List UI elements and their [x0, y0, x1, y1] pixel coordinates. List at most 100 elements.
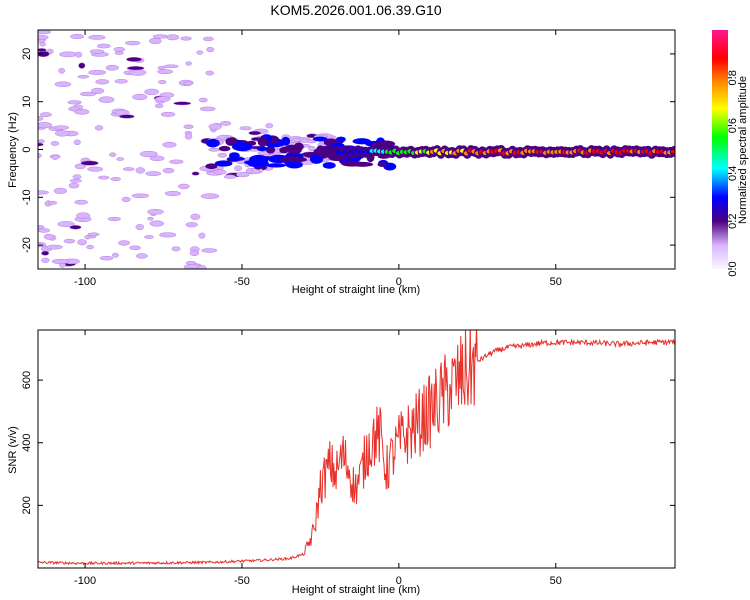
- noise-blob: [114, 51, 124, 55]
- noise-blob: [196, 50, 204, 55]
- noise-blob: [147, 209, 164, 215]
- noise-blob: [88, 69, 107, 75]
- noise-blob: [292, 137, 302, 142]
- noise-blob: [135, 167, 146, 174]
- noise-blob: [74, 109, 90, 115]
- y-tick-label: 400: [21, 434, 33, 452]
- noise-blob: [307, 145, 316, 151]
- noise-blob: [77, 74, 90, 79]
- noise-blob: [157, 66, 166, 70]
- transition-blob: [232, 142, 253, 152]
- noise-blob: [111, 252, 119, 258]
- transition-blob: [265, 163, 287, 168]
- noise-blob: [152, 34, 169, 39]
- transition-blob: [227, 156, 246, 161]
- noise-blob: [38, 116, 44, 121]
- noise-blob: [200, 193, 220, 199]
- noise-blob: [131, 193, 150, 198]
- noise-blob: [68, 182, 80, 189]
- transition-blob: [336, 136, 346, 143]
- colorbar-label: Normalized spectral amplitude: [737, 76, 749, 224]
- snr-marks: [38, 330, 675, 566]
- noise-blob: [53, 187, 68, 194]
- noise-blob: [164, 191, 181, 196]
- transition-blob: [265, 145, 276, 154]
- x-tick-label: 0: [396, 276, 402, 288]
- x-tick-label: 0: [396, 575, 402, 587]
- snr-x-ticks: -100 -50 0 50: [74, 330, 562, 587]
- transition-blob: [341, 160, 353, 166]
- noise-blob: [51, 258, 70, 265]
- noise-blob: [74, 163, 86, 170]
- noise-blob: [157, 80, 167, 84]
- noise-blob: [50, 141, 60, 146]
- transition-blob: [312, 136, 328, 142]
- noise-blob: [301, 138, 308, 143]
- noise-blob: [139, 150, 158, 158]
- noise-blob: [185, 260, 197, 265]
- snr-y-ticks: 200 400 600: [21, 371, 675, 515]
- noise-blob: [39, 112, 52, 118]
- noise-blob: [166, 34, 180, 41]
- noise-blob: [234, 165, 242, 172]
- noise-blob: [217, 152, 228, 158]
- colorbar-tick-label: 0.2: [727, 214, 739, 229]
- noise-blob: [147, 216, 154, 221]
- transition-blob: [205, 138, 220, 148]
- y-tick-label: 600: [21, 371, 33, 389]
- noise-blob: [185, 222, 198, 228]
- transition-blob: [377, 162, 388, 167]
- noise-blob: [75, 51, 83, 58]
- noise-blob: [91, 87, 105, 94]
- noise-blob: [154, 103, 164, 108]
- colorbar-ticks: 0.0 0.2 0.4 0.6 0.8: [727, 70, 739, 276]
- spectrogram-marks: [38, 30, 675, 269]
- transition-blob: [377, 140, 396, 148]
- noise-blob: [51, 154, 59, 160]
- noise-blob: [124, 40, 141, 46]
- spectrogram-y-ticks: -20 -10 0 10 20: [21, 48, 675, 253]
- noise-blob: [183, 124, 194, 129]
- noise-blob: [96, 43, 111, 49]
- noise-blob: [74, 199, 88, 205]
- noise-blob: [245, 168, 253, 174]
- noise-blob: [219, 121, 232, 126]
- noise-blob: [88, 34, 106, 40]
- noise-blob: [149, 220, 165, 227]
- noise-blob: [63, 238, 76, 244]
- colorbar-tick-label: 0.0: [727, 261, 739, 276]
- noise-blob: [189, 250, 200, 256]
- spectrogram-x-axis-label: Height of straight line (km): [292, 284, 420, 296]
- noise-blob: [248, 130, 262, 136]
- noise-blob: [121, 196, 131, 203]
- noise-blob: [154, 96, 171, 102]
- noise-blob: [105, 64, 119, 71]
- noise-blob: [163, 64, 179, 69]
- noise-blob: [265, 123, 274, 129]
- x-tick-label: -100: [74, 575, 96, 587]
- noise-blob: [67, 100, 82, 105]
- noise-blob: [38, 48, 47, 52]
- noise-blob: [99, 255, 114, 261]
- noise-blob: [205, 70, 215, 76]
- noise-blob: [89, 49, 105, 54]
- noise-blob: [110, 177, 121, 181]
- noise-blob: [54, 81, 72, 87]
- noise-blob: [53, 125, 70, 130]
- snr-frame: [37, 329, 676, 569]
- y-tick-label: 10: [21, 96, 33, 108]
- transition-blob: [205, 163, 218, 170]
- noise-blob: [95, 79, 110, 85]
- x-tick-label: -100: [74, 276, 96, 288]
- x-tick-label: 50: [550, 575, 562, 587]
- noise-blob: [199, 106, 216, 112]
- noise-blob: [41, 250, 50, 256]
- noise-blob: [144, 235, 154, 239]
- transition-blob: [256, 146, 268, 152]
- noise-blob: [78, 62, 86, 69]
- noise-blob: [198, 232, 206, 239]
- noise-blob: [148, 37, 162, 45]
- noise-blob: [145, 171, 162, 176]
- colorbar-tick-label: 0.4: [727, 166, 739, 181]
- noise-blob: [223, 174, 237, 179]
